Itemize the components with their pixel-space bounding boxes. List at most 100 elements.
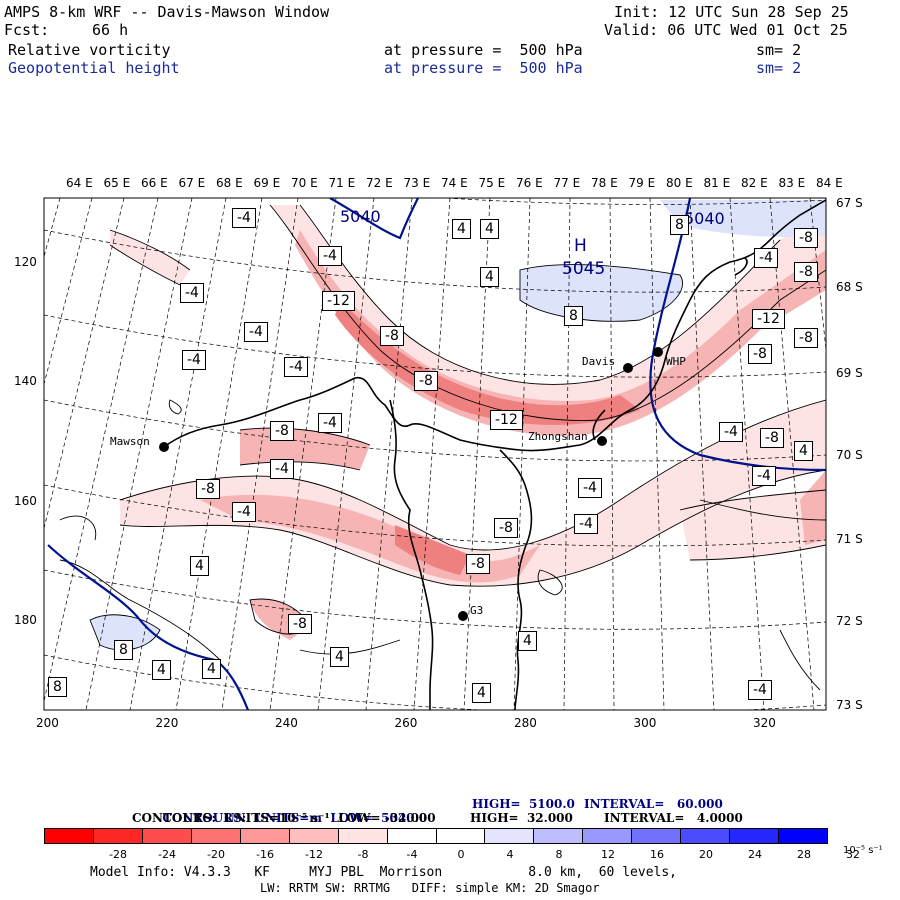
colorbar-cell — [387, 829, 437, 843]
forecast-label: Fcst: — [4, 21, 50, 39]
vorticity-contour-label: -4 — [232, 208, 256, 228]
vorticity-contour-label: -4 — [232, 502, 256, 522]
colorbar — [44, 828, 828, 844]
vorticity-contour-label: -8 — [414, 371, 438, 391]
colorbar-tick-label: 28 — [797, 848, 811, 861]
colorbar-cell — [583, 829, 633, 843]
mawson-marker — [159, 442, 169, 452]
field1-level: at pressure = 500 hPa — [384, 41, 583, 59]
colorbar-cell — [730, 829, 780, 843]
height-high-value: 5045 — [562, 259, 606, 279]
vort-contour-units: CONTOURS: UNITS=10⁻⁵ s⁻¹ LOW= -32.000 — [132, 811, 436, 825]
colorbar-tick-label: -24 — [158, 848, 176, 861]
longitude-label: 68 E — [216, 176, 243, 190]
longitude-label: 70 E — [291, 176, 318, 190]
height-contour-info: CONTOURS: UNITS=m LOW= 5040.0 — [154, 797, 427, 825]
vorticity-contour-label: -12 — [752, 309, 785, 329]
vorticity-contour-label: 4 — [472, 683, 491, 703]
longitude-label: 76 E — [516, 176, 543, 190]
field1-name: Relative vorticity — [8, 41, 171, 59]
longitude-label: 84 E — [816, 176, 843, 190]
colorbar-tick-label: -8 — [357, 848, 369, 861]
colorbar-tick-label: -4 — [406, 848, 418, 861]
vorticity-contour-label: -4 — [578, 478, 602, 498]
vorticity-contour-label: -8 — [794, 228, 818, 248]
vort-contour-interval: INTERVAL= 4.0000 — [604, 811, 743, 825]
longitude-label: 82 E — [741, 176, 768, 190]
vorticity-contour-label: -4 — [752, 466, 776, 486]
colorbar-tick-label: 12 — [601, 848, 615, 861]
longitude-label: 67 E — [178, 176, 206, 190]
vorticity-contour-label: 4 — [480, 219, 499, 239]
height-contour-high: HIGH= 5100.0 — [472, 797, 575, 811]
vorticity-contour-label: 8 — [114, 640, 133, 660]
latitude-label: 68 S — [836, 280, 863, 294]
colorbar-unit: 10⁻⁵ s⁻¹ — [843, 845, 883, 856]
latitude-label: 69 S — [836, 366, 863, 380]
field2-name: Geopotential height — [8, 59, 180, 77]
vorticity-contour-label: 8 — [48, 677, 67, 697]
height-high-marker: H — [574, 236, 587, 256]
zhongshan-marker — [597, 436, 607, 446]
vorticity-contour-label: 8 — [670, 215, 689, 235]
colorbar-cell — [240, 829, 290, 843]
latitude-label: 71 S — [836, 532, 863, 546]
x-tick-label: 300 — [633, 716, 657, 730]
colorbar-tick-label: 8 — [555, 848, 563, 861]
vorticity-contour-label: -4 — [754, 248, 778, 268]
vorticity-contour-label: 4 — [190, 556, 209, 576]
vorticity-contours — [59, 204, 826, 691]
colorbar-cell — [436, 829, 486, 843]
vorticity-contour-label: 4 — [518, 631, 537, 651]
whp-label: WHP — [666, 355, 686, 368]
height-contour-units: CONTOURS: UNITS=m LOW= 5040.0 — [162, 811, 428, 825]
x-tick-label: 320 — [753, 716, 776, 730]
vorticity-contour-label: -12 — [322, 291, 355, 311]
colorbar-cell — [93, 829, 143, 843]
map-frame-border — [43, 197, 827, 711]
vorticity-contour-label: -4 — [270, 459, 294, 479]
colorbar-cell — [45, 829, 94, 843]
vorticity-contour-label: -4 — [574, 514, 598, 534]
colorbar-tick-label: 24 — [748, 848, 762, 861]
longitude-label: 79 E — [628, 176, 656, 190]
colorbar-cell — [632, 829, 682, 843]
latitude-label: 73 S — [836, 698, 863, 712]
vorticity-contour-label: -8 — [494, 518, 518, 538]
forecast-hour: 66 h — [92, 21, 129, 39]
y-tick-label: 120 — [14, 255, 37, 269]
colorbar-cell — [485, 829, 535, 843]
longitude-label: 71 E — [328, 176, 356, 190]
mawson-label: Mawson — [110, 435, 150, 448]
colorbar-tick-label: -12 — [305, 848, 323, 861]
init-time: Init: 12 UTC Sun 28 Sep 25 — [614, 3, 849, 21]
zhongshan-label: Zhongshan — [528, 430, 588, 443]
colorbar-cell — [779, 829, 827, 843]
colorbar-tick-label: -20 — [207, 848, 225, 861]
vorticity-contour-label: -4 — [748, 680, 772, 700]
davis-label: Davis — [582, 355, 616, 368]
vorticity-contour-label: 4 — [452, 219, 471, 239]
vorticity-contour-label: -8 — [466, 554, 490, 574]
longitude-label: 81 E — [703, 176, 731, 190]
colorbar-tick-label: -28 — [109, 848, 127, 861]
x-tick-label: 220 — [155, 716, 179, 730]
longitude-label: 77 E — [553, 176, 581, 190]
field1-smoothing: sm= 2 — [756, 41, 802, 59]
vorticity-contour-label: -4 — [244, 322, 268, 342]
physics-info: LW: RRTM SW: RRTMG DIFF: simple KM: 2D S… — [260, 881, 600, 895]
colorbar-tick-label: 32 — [846, 848, 860, 861]
g3-marker — [458, 611, 468, 621]
latitude-label: 70 S — [836, 448, 863, 462]
latitude-label: 67 S — [836, 196, 863, 210]
height-contour-interval: INTERVAL= 60.000 — [584, 797, 723, 811]
y-tick-label: 180 — [14, 613, 37, 627]
colorbar-cell — [191, 829, 241, 843]
vorticity-contour-label: -4 — [284, 357, 308, 377]
station-markers — [159, 347, 663, 621]
vorticity-contour-label: -12 — [490, 410, 523, 430]
height-label-5040-east: 5040 — [684, 209, 725, 228]
vorticity-contour-label: -8 — [760, 428, 784, 448]
longitude-label: 65 E — [103, 176, 131, 190]
